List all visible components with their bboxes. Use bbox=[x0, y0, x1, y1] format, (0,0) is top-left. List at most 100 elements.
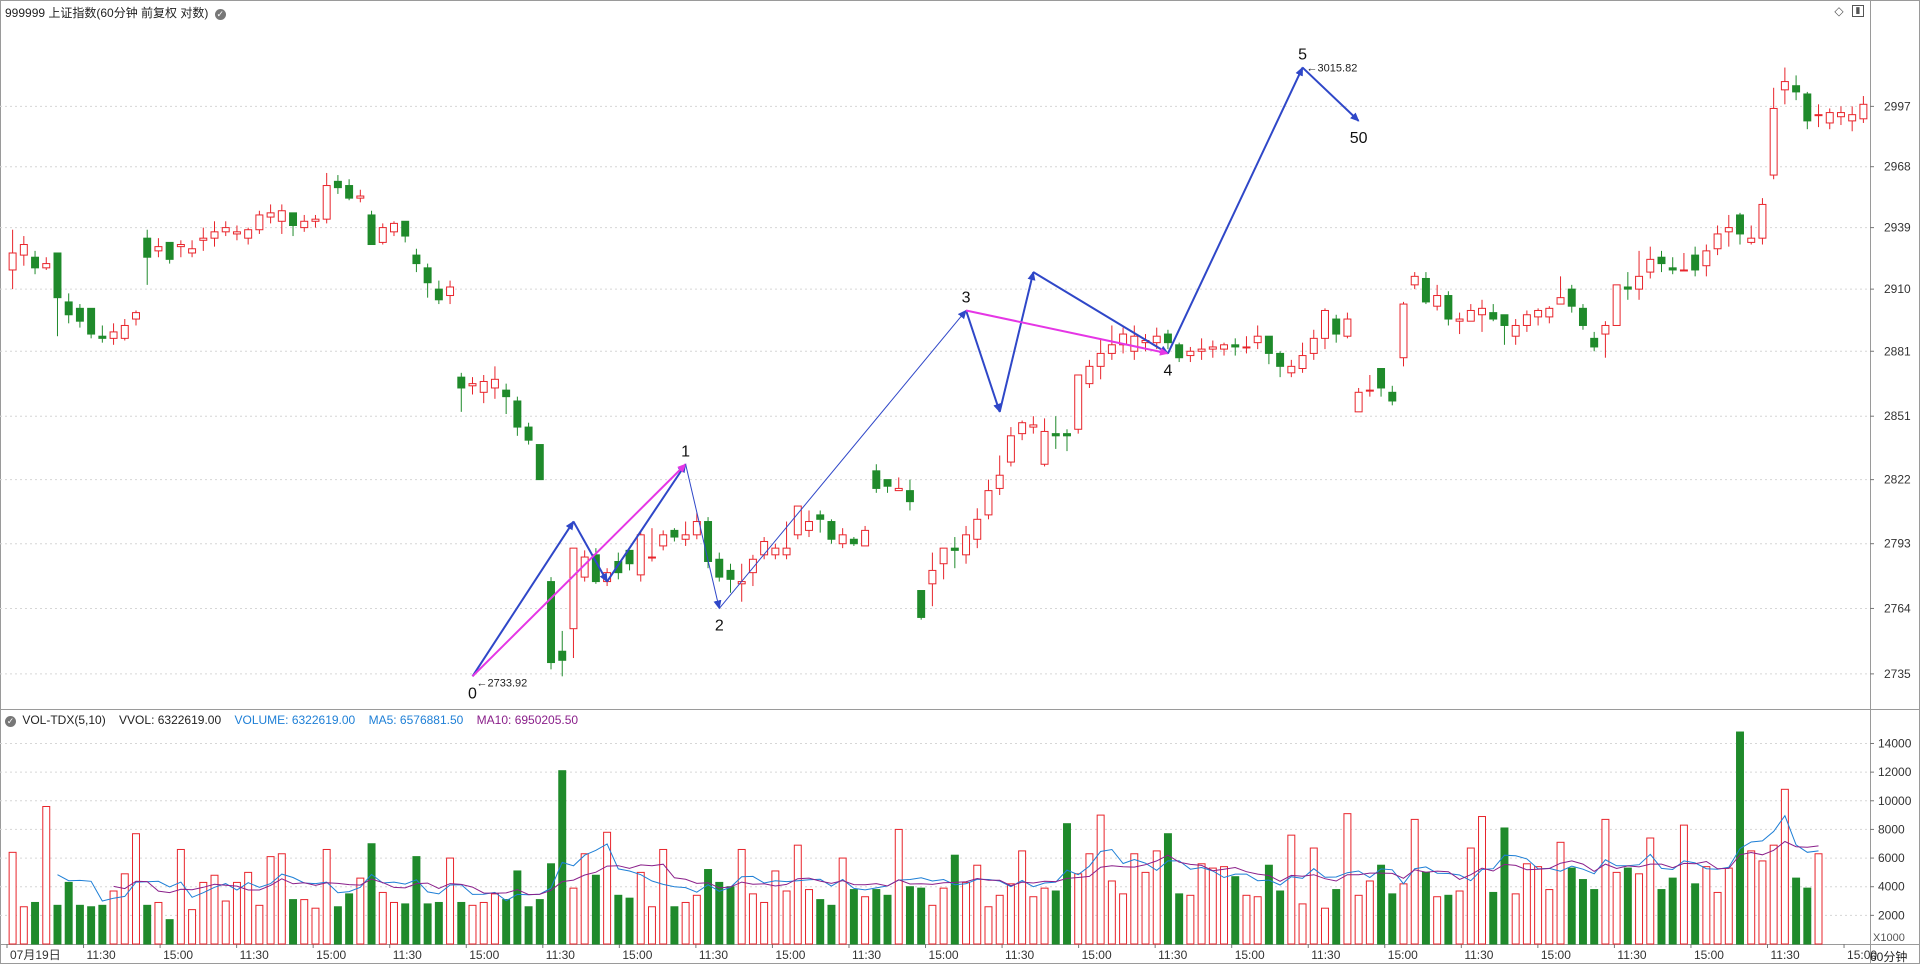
candle-down bbox=[625, 549, 634, 565]
volume-bar-up bbox=[1130, 853, 1139, 945]
candle-up bbox=[199, 237, 208, 241]
candle-up bbox=[8, 252, 17, 271]
wave-arrow bbox=[965, 310, 1001, 413]
panel-toggle-icon[interactable]: ▮ bbox=[1852, 5, 1864, 17]
period-label[interactable]: 60分钟 bbox=[1870, 950, 1908, 964]
volume-tick-label: 12000 bbox=[1878, 765, 1912, 779]
volume-bar-down bbox=[412, 856, 421, 945]
volume-bar-down bbox=[558, 770, 567, 945]
volume-bar-down bbox=[1578, 879, 1587, 945]
diamond-icon[interactable]: ◇ bbox=[1834, 4, 1844, 18]
candle-up bbox=[1186, 350, 1195, 357]
candle-up bbox=[1859, 103, 1868, 120]
time-tick-label: 11:30 bbox=[699, 948, 728, 962]
candle-down bbox=[1623, 286, 1632, 290]
volume-bar-up bbox=[1107, 880, 1116, 945]
volume-settings-icon[interactable]: ✓ bbox=[5, 716, 16, 727]
volume-bar-up bbox=[636, 871, 645, 945]
candle-down bbox=[87, 307, 96, 335]
candle-up bbox=[1545, 307, 1554, 318]
candle-up bbox=[962, 534, 971, 556]
volume-bar-down bbox=[457, 901, 466, 945]
candle-up bbox=[390, 222, 398, 233]
candle-up bbox=[636, 534, 645, 576]
candle-down bbox=[547, 581, 555, 664]
candle-up bbox=[1354, 391, 1363, 413]
settings-icon[interactable]: ✓ bbox=[214, 9, 226, 20]
volume-bar-down bbox=[1590, 889, 1599, 945]
price-tick-label: 2735 bbox=[1884, 667, 1911, 681]
volume-bar-up bbox=[659, 848, 668, 945]
candle-up bbox=[771, 547, 780, 556]
candle-down bbox=[1175, 344, 1184, 359]
candle-down bbox=[704, 521, 713, 562]
candle-up bbox=[1478, 307, 1486, 316]
volume-bar-up bbox=[1208, 867, 1217, 945]
candle-down bbox=[1668, 267, 1677, 271]
volume-bar-down bbox=[872, 889, 881, 945]
volume-bar-up bbox=[1769, 844, 1778, 945]
volume-bar-down bbox=[1332, 889, 1341, 945]
candle-up bbox=[995, 474, 1004, 489]
volume-bar-up bbox=[1152, 850, 1161, 945]
candle-up bbox=[760, 540, 769, 556]
volume-header: ✓ VOL-TDX(5,10) VVOL: 6322619.00 VOLUME:… bbox=[5, 713, 588, 727]
volume-bar-up bbox=[1343, 813, 1352, 945]
volume-bar-up bbox=[19, 906, 28, 945]
candle-up bbox=[1814, 114, 1823, 117]
candle-up bbox=[1713, 233, 1722, 250]
volume-bar-up bbox=[782, 890, 791, 945]
candle-down bbox=[1163, 333, 1172, 344]
chart-title-text: 999999 上证指数(60分钟 前复权 对数) bbox=[5, 6, 209, 20]
price-annotation: ←3015.82 bbox=[1307, 63, 1358, 75]
volume-tick-label: 4000 bbox=[1878, 880, 1905, 894]
candle-down bbox=[827, 521, 836, 540]
candle-up bbox=[928, 569, 937, 585]
volume-bar-up bbox=[1534, 866, 1543, 945]
candle-down bbox=[1489, 312, 1498, 320]
candle-up bbox=[1612, 284, 1621, 326]
volume-bar-down bbox=[704, 869, 713, 945]
candle-down bbox=[524, 426, 533, 441]
volume-value: VOLUME: 6322619.00 bbox=[234, 713, 356, 727]
chart-title: 999999 上证指数(60分钟 前复权 对数) ✓ bbox=[5, 4, 226, 21]
candle-up bbox=[1702, 250, 1711, 267]
price-tick-label: 2793 bbox=[1884, 537, 1911, 551]
volume-bar-up bbox=[468, 904, 477, 945]
volume-bar-up bbox=[1455, 890, 1464, 945]
candle-up bbox=[894, 487, 903, 492]
volume-bar-up bbox=[1747, 850, 1756, 945]
candle-down bbox=[726, 569, 735, 580]
volume-tick-label: 14000 bbox=[1878, 736, 1912, 750]
volume-bar-up bbox=[1724, 867, 1733, 945]
candle-up bbox=[378, 227, 387, 243]
candle-up bbox=[1399, 303, 1408, 359]
volume-bar-down bbox=[1489, 891, 1498, 945]
volume-bar-up bbox=[838, 857, 847, 945]
candle-down bbox=[1500, 314, 1509, 326]
volume-bar-up bbox=[1354, 894, 1363, 945]
candle-up bbox=[1018, 422, 1027, 435]
volume-bar-down bbox=[1163, 833, 1172, 945]
candle-up bbox=[221, 227, 230, 233]
ma10-value: MA10: 6950205.50 bbox=[476, 713, 579, 727]
candle-up bbox=[838, 534, 847, 545]
volume-bar-down bbox=[345, 893, 354, 945]
candle-down bbox=[457, 376, 466, 389]
candle-up bbox=[490, 378, 499, 389]
time-tick-label: 15:00 bbox=[929, 948, 959, 962]
volume-bar-up bbox=[995, 894, 1004, 945]
wave-label: 4 bbox=[1163, 362, 1172, 379]
volume-bar-down bbox=[64, 881, 73, 945]
volume-bar-up bbox=[1006, 883, 1015, 945]
candle-down bbox=[816, 514, 825, 520]
candle-down bbox=[31, 256, 40, 269]
volume-bar-down bbox=[1388, 893, 1397, 945]
volume-bar-down bbox=[401, 903, 410, 945]
volume-bar-up bbox=[1601, 818, 1610, 945]
candle-down bbox=[872, 470, 881, 489]
time-tick-label: 11:30 bbox=[852, 948, 881, 962]
candle-up bbox=[232, 231, 241, 235]
volume-indicator-name: VOL-TDX(5,10) bbox=[22, 713, 106, 727]
